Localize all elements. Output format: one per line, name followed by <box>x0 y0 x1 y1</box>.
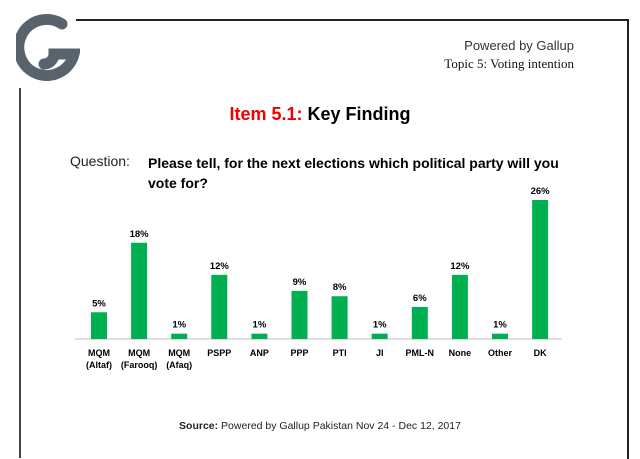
bar <box>492 333 508 339</box>
x-tick-label: (Farooq) <box>121 360 158 370</box>
bar <box>211 274 228 339</box>
x-tick-label: MQM <box>128 348 150 358</box>
x-tick-label: None <box>449 348 472 358</box>
data-label: 1% <box>373 320 387 331</box>
data-label: 26% <box>531 186 551 197</box>
page-title: Item 5.1: Key Finding <box>0 104 640 125</box>
data-label: 1% <box>253 320 267 331</box>
bar <box>251 333 268 339</box>
x-tick-label: MQM <box>168 348 190 358</box>
source-label: Source: <box>179 420 219 432</box>
data-label: 1% <box>172 320 186 331</box>
data-label: 5% <box>92 298 106 309</box>
data-label: 6% <box>413 293 427 304</box>
x-tick-label: PTI <box>333 348 347 358</box>
bar <box>291 290 308 339</box>
x-tick-label: (Afaq) <box>166 360 192 370</box>
powered-by-text: Powered by Gallup <box>464 38 574 53</box>
frame-left-border <box>19 88 21 458</box>
title-text: Key Finding <box>302 104 411 124</box>
frame-right-border <box>627 19 629 459</box>
x-tick-label: PML-N <box>406 348 435 358</box>
bar <box>451 274 468 339</box>
bar <box>131 242 148 339</box>
source-text: Powered by Gallup Pakistan Nov 24 - Dec … <box>218 420 461 432</box>
bar <box>91 312 107 339</box>
x-tick-label: Other <box>488 348 513 358</box>
bar <box>331 296 348 339</box>
x-tick-label: MQM <box>88 348 110 358</box>
x-tick-label: ANP <box>250 348 269 358</box>
data-label: 12% <box>450 261 470 272</box>
question-text: Please tell, for the next elections whic… <box>148 155 559 191</box>
x-tick-label: JI <box>376 348 384 358</box>
x-tick-label: (Altaf) <box>86 360 112 370</box>
source-note: Source: Powered by Gallup Pakistan Nov 2… <box>0 420 640 432</box>
bar <box>371 333 388 339</box>
data-label: 8% <box>333 282 347 293</box>
data-label: 9% <box>293 277 307 288</box>
x-tick-label: DK <box>534 348 547 358</box>
gallup-logo-icon <box>16 14 80 81</box>
bar <box>171 333 188 339</box>
frame-top-border <box>76 19 628 21</box>
bar <box>532 200 549 339</box>
x-tick-label: PSPP <box>207 348 231 358</box>
data-label: 12% <box>210 261 230 272</box>
data-label: 1% <box>493 320 507 331</box>
topic-text: Topic 5: Voting intention <box>444 56 574 71</box>
question-label: Question: <box>70 153 130 169</box>
item-number: Item 5.1: <box>229 104 303 124</box>
data-label: 18% <box>130 229 150 240</box>
bar <box>411 306 428 339</box>
x-tick-label: PPP <box>290 348 308 358</box>
